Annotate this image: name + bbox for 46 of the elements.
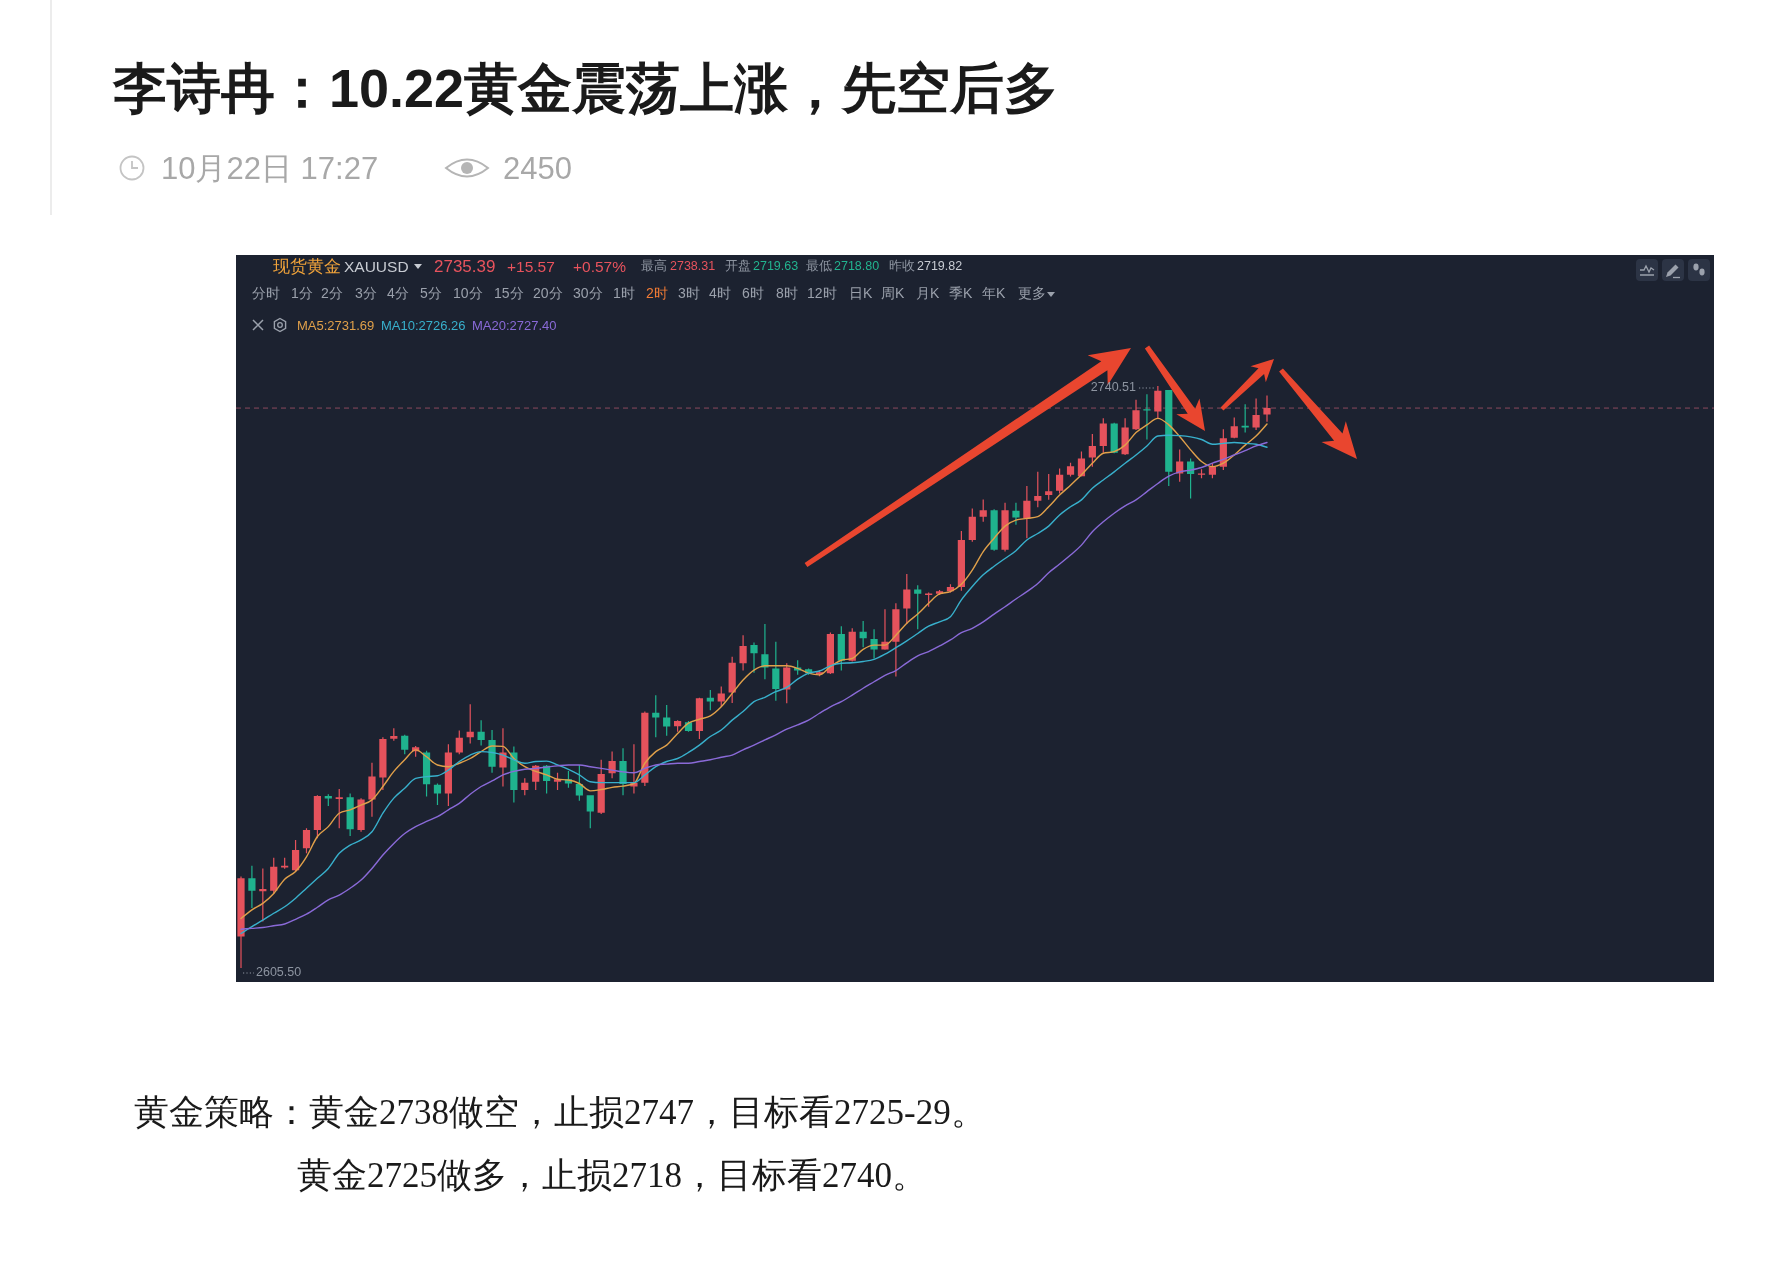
text: 昨收	[889, 259, 915, 273]
text: 2时	[646, 285, 668, 301]
text: 最低	[806, 259, 832, 273]
text: 2719.63	[753, 259, 799, 273]
text: 1时	[613, 285, 635, 301]
text: 2分	[321, 285, 343, 301]
text: 黄金策略：黄金2738做空，止损2747，目标看2725-29。	[134, 1092, 986, 1132]
text: MA5:2731.69	[297, 317, 375, 333]
text: 1分	[291, 285, 313, 301]
text: 开盘	[725, 259, 751, 273]
text: 6时	[742, 285, 764, 301]
text: XAUUSD	[344, 257, 409, 275]
text: MA20:2727.40	[472, 317, 557, 333]
text: 4分	[387, 285, 409, 301]
text: 10分	[453, 285, 483, 301]
text: 4时	[709, 285, 731, 301]
text: 3分	[355, 285, 377, 301]
text: 分时	[252, 285, 280, 301]
text: +15.57	[507, 257, 555, 275]
text: 最高	[641, 258, 667, 273]
text: 日K	[849, 285, 873, 301]
text: 2718.80	[834, 259, 880, 273]
annotation: 2740.51	[1090, 380, 1137, 394]
text: 10月22日 17:27	[161, 150, 379, 186]
text: 2738.31	[670, 259, 716, 273]
text: 20分	[533, 285, 563, 301]
text: 年K	[982, 285, 1006, 301]
text: 30分	[573, 285, 603, 301]
text: 2450	[503, 150, 572, 186]
text: 月K	[916, 285, 940, 301]
text: 8时	[776, 285, 798, 301]
text: 更多	[1018, 285, 1046, 301]
text: 2735.39	[434, 256, 496, 276]
text: 现货黄金	[273, 257, 341, 275]
text: 2719.82	[917, 259, 963, 273]
text: 季K	[949, 285, 973, 301]
annotation: 2605.50	[256, 965, 302, 979]
text: 3时	[678, 285, 700, 301]
text: 黄金2725做多，止损2718，目标看2740。	[297, 1155, 927, 1195]
text: 周K	[881, 285, 905, 301]
text: MA10:2726.26	[381, 317, 466, 333]
chart-title: 李诗冉：10.22黄金震荡上涨，先空后多	[112, 58, 1059, 118]
text: +0.57%	[573, 257, 627, 275]
text: 15分	[494, 285, 524, 301]
text: 5分	[420, 285, 442, 301]
text: 12时	[807, 285, 837, 301]
